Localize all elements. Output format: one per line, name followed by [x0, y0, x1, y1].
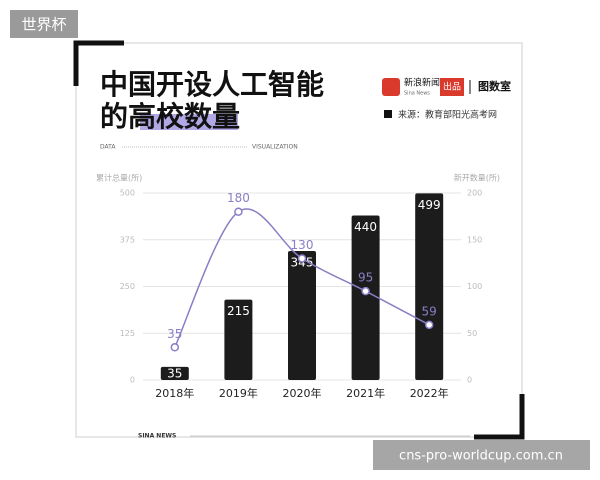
y-tick-label: 375	[120, 235, 135, 244]
made-by: 出品	[443, 81, 461, 93]
y-axis-label: 累计总量(所)	[96, 173, 142, 183]
line-value-label: 59	[422, 304, 437, 318]
x-tick-label: 2020年	[283, 386, 322, 400]
line-point	[170, 343, 180, 352]
x-tick-label: 2019年	[219, 386, 258, 400]
watermark: cns-pro-worldcup.com.cn	[399, 449, 563, 464]
title-line: 中国开设人工智能	[100, 68, 324, 101]
line-value-label: 130	[291, 238, 314, 252]
bar	[224, 299, 253, 380]
brand-name: 新浪新闻	[404, 77, 440, 89]
bar-value-label: 440	[354, 220, 377, 234]
y2-tick-label: 0	[467, 376, 472, 385]
y2-axis-label: 新开数量(所)	[454, 173, 500, 183]
bar	[351, 215, 380, 380]
y2-tick-label: 150	[467, 235, 482, 244]
corner-mark	[474, 394, 525, 440]
line	[174, 208, 430, 348]
line-value-label: 95	[358, 271, 373, 285]
x-tick-label: 2018年	[155, 386, 194, 400]
divider-label: DATA	[100, 144, 116, 151]
y-tick-label: 0	[130, 376, 135, 385]
bar-value-label: 499	[418, 198, 441, 212]
line-point	[361, 286, 370, 296]
bar-value-label: 215	[227, 304, 250, 318]
bar	[288, 250, 316, 380]
line-point	[424, 320, 434, 330]
title-line: 的高校数量	[100, 100, 240, 133]
made-by-box	[440, 78, 464, 96]
tag: 世界杯	[21, 16, 66, 34]
bar	[415, 193, 444, 380]
line-point	[297, 254, 307, 263]
watermark-box	[373, 440, 590, 470]
y-tick-label: 500	[120, 189, 135, 198]
source-icon	[384, 110, 392, 118]
y2-tick-label: 200	[467, 189, 482, 198]
line-value-label: 180	[227, 191, 250, 205]
y-tick-label: 125	[120, 329, 135, 338]
line-point	[234, 207, 243, 216]
bar-value-label: 35	[167, 367, 182, 381]
y2-tick-label: 100	[467, 282, 482, 291]
title-highlight	[140, 114, 238, 130]
line-value-label: 35	[167, 327, 182, 341]
source: 来源：教育部阳光高考网	[398, 109, 497, 121]
footer: SINA NEWS	[138, 433, 176, 440]
x-tick-label: 2022年	[410, 386, 449, 400]
y2-tick-label: 50	[467, 329, 477, 338]
tag-box	[10, 10, 78, 38]
corner-mark	[73, 40, 124, 86]
x-tick-label: 2021年	[346, 386, 385, 400]
y-tick-label: 250	[120, 282, 135, 291]
brand-logo	[382, 78, 400, 96]
studio: 图数室	[478, 79, 511, 93]
divider-label: VISUALIZATION	[252, 144, 298, 151]
bar	[160, 366, 189, 380]
brand-name-en: Sina News	[404, 91, 430, 97]
